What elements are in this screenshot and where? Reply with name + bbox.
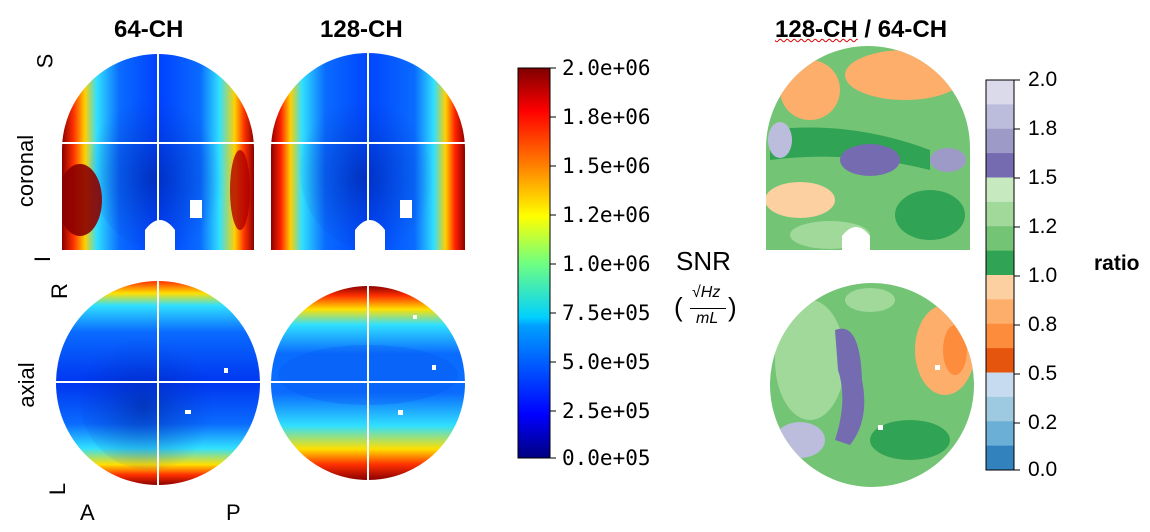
ratio-colorbar-segment bbox=[986, 80, 1014, 105]
ratio-tick-label: 0.8 bbox=[1028, 313, 1058, 336]
map-ratio-coronal bbox=[766, 46, 970, 250]
ratio-label: ratio bbox=[1094, 252, 1140, 275]
snr-unit-close-paren: ) bbox=[728, 292, 737, 322]
snr-colorbar-tickmarks bbox=[550, 67, 556, 459]
title-128ch: 128-CH bbox=[320, 16, 403, 43]
title-ratio-part2: / 64-CH bbox=[857, 16, 948, 43]
snr-tick-label: 5.0e+05 bbox=[562, 350, 651, 374]
ratio-tick-label: 1.8 bbox=[1028, 117, 1058, 140]
ratio-tick-label: 1.5 bbox=[1028, 166, 1058, 189]
ratio-colorbar-segment bbox=[986, 226, 1014, 252]
snr-tick-label: 2.0e+06 bbox=[562, 56, 651, 80]
snr-unit-numerator: √Hz bbox=[692, 284, 721, 301]
orientation-P: P bbox=[226, 500, 241, 525]
ratio-tick-label: 2.0 bbox=[1028, 68, 1058, 91]
ratio-tick-label: 1.0 bbox=[1028, 264, 1058, 287]
ratio-colorbar-segment bbox=[986, 299, 1014, 325]
snr-unit-denominator: mL bbox=[696, 310, 719, 327]
ratio-colorbar-segment bbox=[986, 250, 1014, 276]
ratio-colorbar-segment bbox=[986, 275, 1014, 300]
title-64ch: 64-CH bbox=[114, 16, 184, 43]
ratio-tick-label: 0.5 bbox=[1028, 362, 1058, 385]
ratio-colorbar-segment bbox=[986, 323, 1014, 349]
snr-tick-label: 1.8e+06 bbox=[562, 105, 651, 129]
ratio-colorbar-segment bbox=[986, 153, 1014, 179]
snr-colorbar bbox=[517, 67, 551, 459]
snr-tick-label: 1.0e+06 bbox=[562, 252, 651, 276]
snr-unit-open-paren: ( bbox=[674, 292, 683, 322]
ratio-tick-label: 0.0 bbox=[1028, 458, 1058, 481]
orientation-A: A bbox=[80, 500, 95, 525]
ratio-colorbar-tickmarks bbox=[1014, 79, 1020, 471]
ratio-colorbar-segment bbox=[986, 104, 1014, 130]
ratio-colorbar-segment bbox=[986, 421, 1014, 447]
ratio-colorbar-segment bbox=[986, 396, 1014, 422]
ratio-colorbar-segment bbox=[986, 445, 1014, 471]
title-ratio-part1: 128-CH bbox=[775, 16, 858, 43]
map-ratio-axial bbox=[770, 283, 974, 487]
snr-tick-label: 2.5e+05 bbox=[562, 399, 651, 423]
snr-label: SNR bbox=[676, 246, 731, 276]
ratio-colorbar-segment bbox=[986, 201, 1014, 227]
snr-unit-fraction-bar bbox=[690, 308, 726, 309]
snr-unit: ( √Hz mL ) bbox=[674, 284, 744, 334]
ratio-colorbar-segment bbox=[986, 177, 1014, 203]
ratio-colorbar-segment bbox=[986, 128, 1014, 154]
snr-tick-label: 1.5e+06 bbox=[562, 154, 651, 178]
ratio-colorbar bbox=[985, 79, 1015, 471]
snr-tick-label: 0.0e+05 bbox=[562, 446, 651, 470]
ratio-tick-label: 1.2 bbox=[1028, 215, 1058, 238]
snr-colorbar-ticks: 2.0e+06 1.8e+06 1.5e+06 1.2e+06 1.0e+06 … bbox=[552, 56, 662, 470]
ratio-tick-label: 0.2 bbox=[1028, 411, 1058, 434]
snr-tick-label: 1.2e+06 bbox=[562, 203, 651, 227]
ratio-colorbar-segment bbox=[986, 348, 1014, 374]
title-ratio: 128-CH / 64-CH bbox=[775, 16, 947, 44]
snr-tick-label: 7.5e+05 bbox=[562, 301, 651, 325]
ratio-colorbar-ticks: 2.0 1.8 1.5 1.2 1.0 0.8 0.5 0.2 0.0 bbox=[1014, 68, 1074, 481]
ratio-colorbar-segment bbox=[986, 372, 1014, 398]
